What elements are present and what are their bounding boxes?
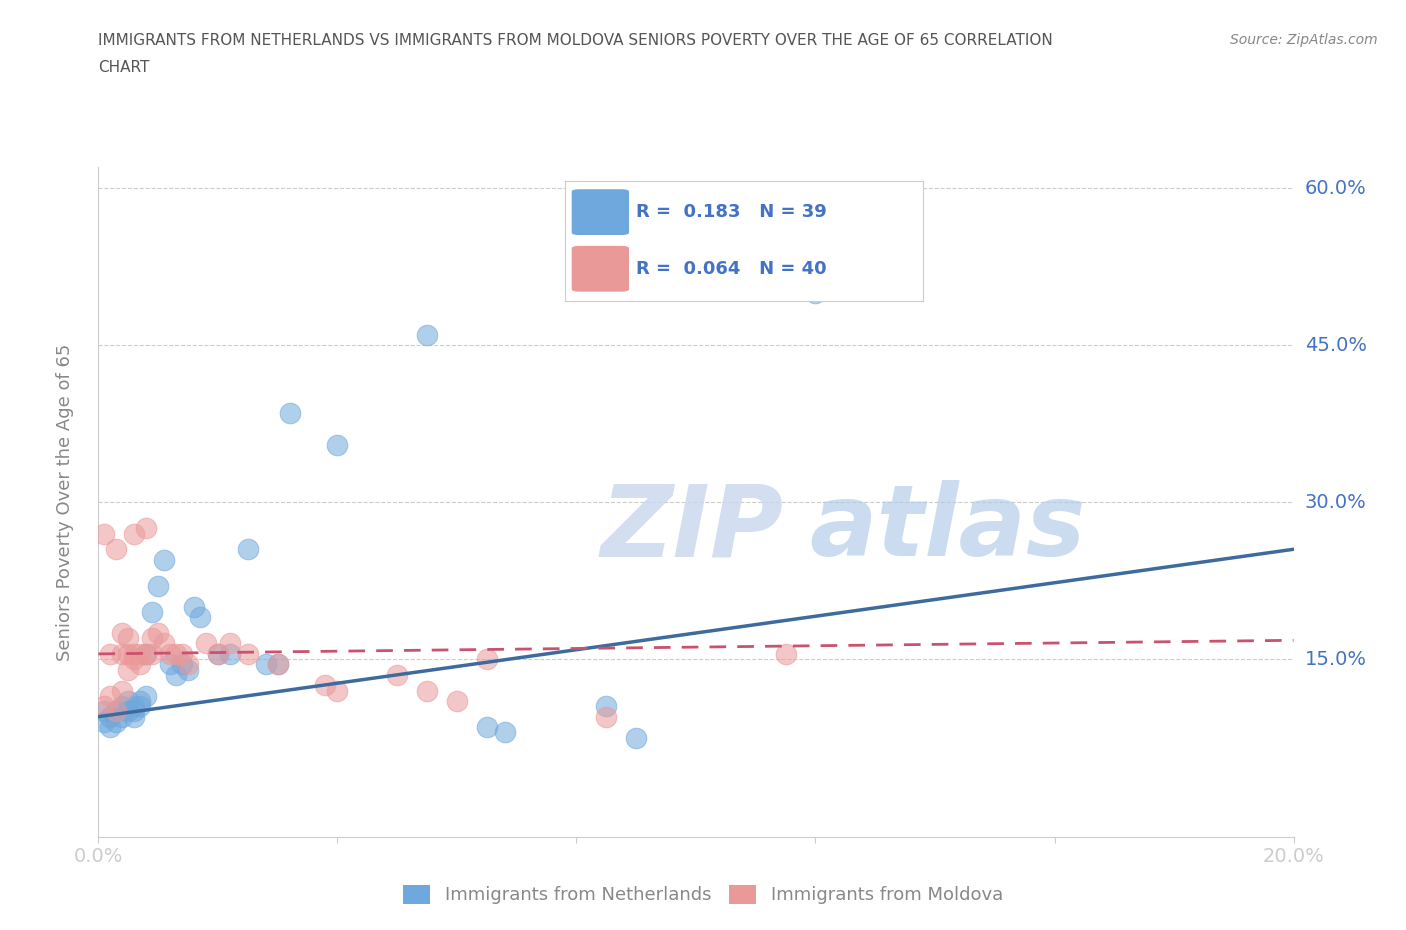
Point [267,657,290,671]
Point [117,704,139,719]
Point [207,646,229,661]
Point [98,710,122,724]
Text: ZIP: ZIP [600,481,783,578]
Point [111,646,134,661]
Point [93,698,115,713]
Point [595,710,617,724]
Point [124,652,146,667]
Point [105,714,128,729]
Point [624,730,647,745]
Point [183,600,205,615]
Point [98,720,122,735]
Point [194,636,218,651]
Point [105,704,128,719]
Text: 45.0%: 45.0% [1305,336,1367,354]
Point [236,542,259,557]
Point [129,694,152,709]
Point [117,631,139,645]
Text: CHART: CHART [98,60,150,75]
Text: Source: ZipAtlas.com: Source: ZipAtlas.com [1230,33,1378,46]
Point [117,694,139,709]
Text: atlas: atlas [810,481,1085,578]
Point [148,578,170,593]
Point [135,646,157,661]
Point [148,626,170,641]
Point [385,668,409,683]
Point [98,646,122,661]
Point [135,688,157,703]
Text: IMMIGRANTS FROM NETHERLANDS VS IMMIGRANTS FROM MOLDOVA SENIORS POVERTY OVER THE : IMMIGRANTS FROM NETHERLANDS VS IMMIGRANT… [98,33,1053,47]
Point [129,646,152,661]
Point [804,286,827,300]
Point [111,683,134,698]
Text: 15.0%: 15.0% [1305,650,1367,669]
Point [267,657,290,671]
Point [124,704,146,719]
Point [177,662,200,677]
Point [141,646,163,661]
Point [141,631,163,645]
Text: 30.0%: 30.0% [1305,493,1367,512]
Point [172,646,194,661]
Point [775,646,797,661]
Point [236,646,259,661]
Point [117,646,139,661]
Point [475,720,498,735]
Point [326,437,349,452]
Point [111,698,134,713]
Point [595,698,617,713]
Point [129,657,152,671]
Point [124,710,146,724]
Point [254,657,277,671]
Point [111,710,134,724]
Point [111,626,134,641]
Point [315,678,337,693]
Point [326,683,349,698]
Point [278,405,301,420]
Point [129,698,152,713]
Point [475,652,498,667]
Point [135,521,157,536]
Point [177,657,200,671]
Point [446,694,468,709]
Point [172,657,194,671]
Point [416,683,439,698]
Point [416,327,439,342]
Point [141,604,163,619]
Legend: Immigrants from Netherlands, Immigrants from Moldova: Immigrants from Netherlands, Immigrants … [396,878,1010,911]
Point [494,725,516,740]
Point [117,662,139,677]
Point [124,646,146,661]
Point [188,610,211,625]
Point [93,704,115,719]
Point [105,542,128,557]
Point [165,668,187,683]
Point [153,552,176,567]
Point [159,646,181,661]
Point [135,646,157,661]
Point [159,657,181,671]
Point [124,698,146,713]
Point [165,646,187,661]
Point [219,636,242,651]
Point [98,688,122,703]
Point [207,646,229,661]
Y-axis label: Seniors Poverty Over the Age of 65: Seniors Poverty Over the Age of 65 [56,343,75,661]
Point [219,646,242,661]
Point [153,636,176,651]
Point [124,526,146,541]
Point [105,704,128,719]
Point [93,714,115,729]
Text: 60.0%: 60.0% [1305,179,1367,198]
Point [93,526,115,541]
